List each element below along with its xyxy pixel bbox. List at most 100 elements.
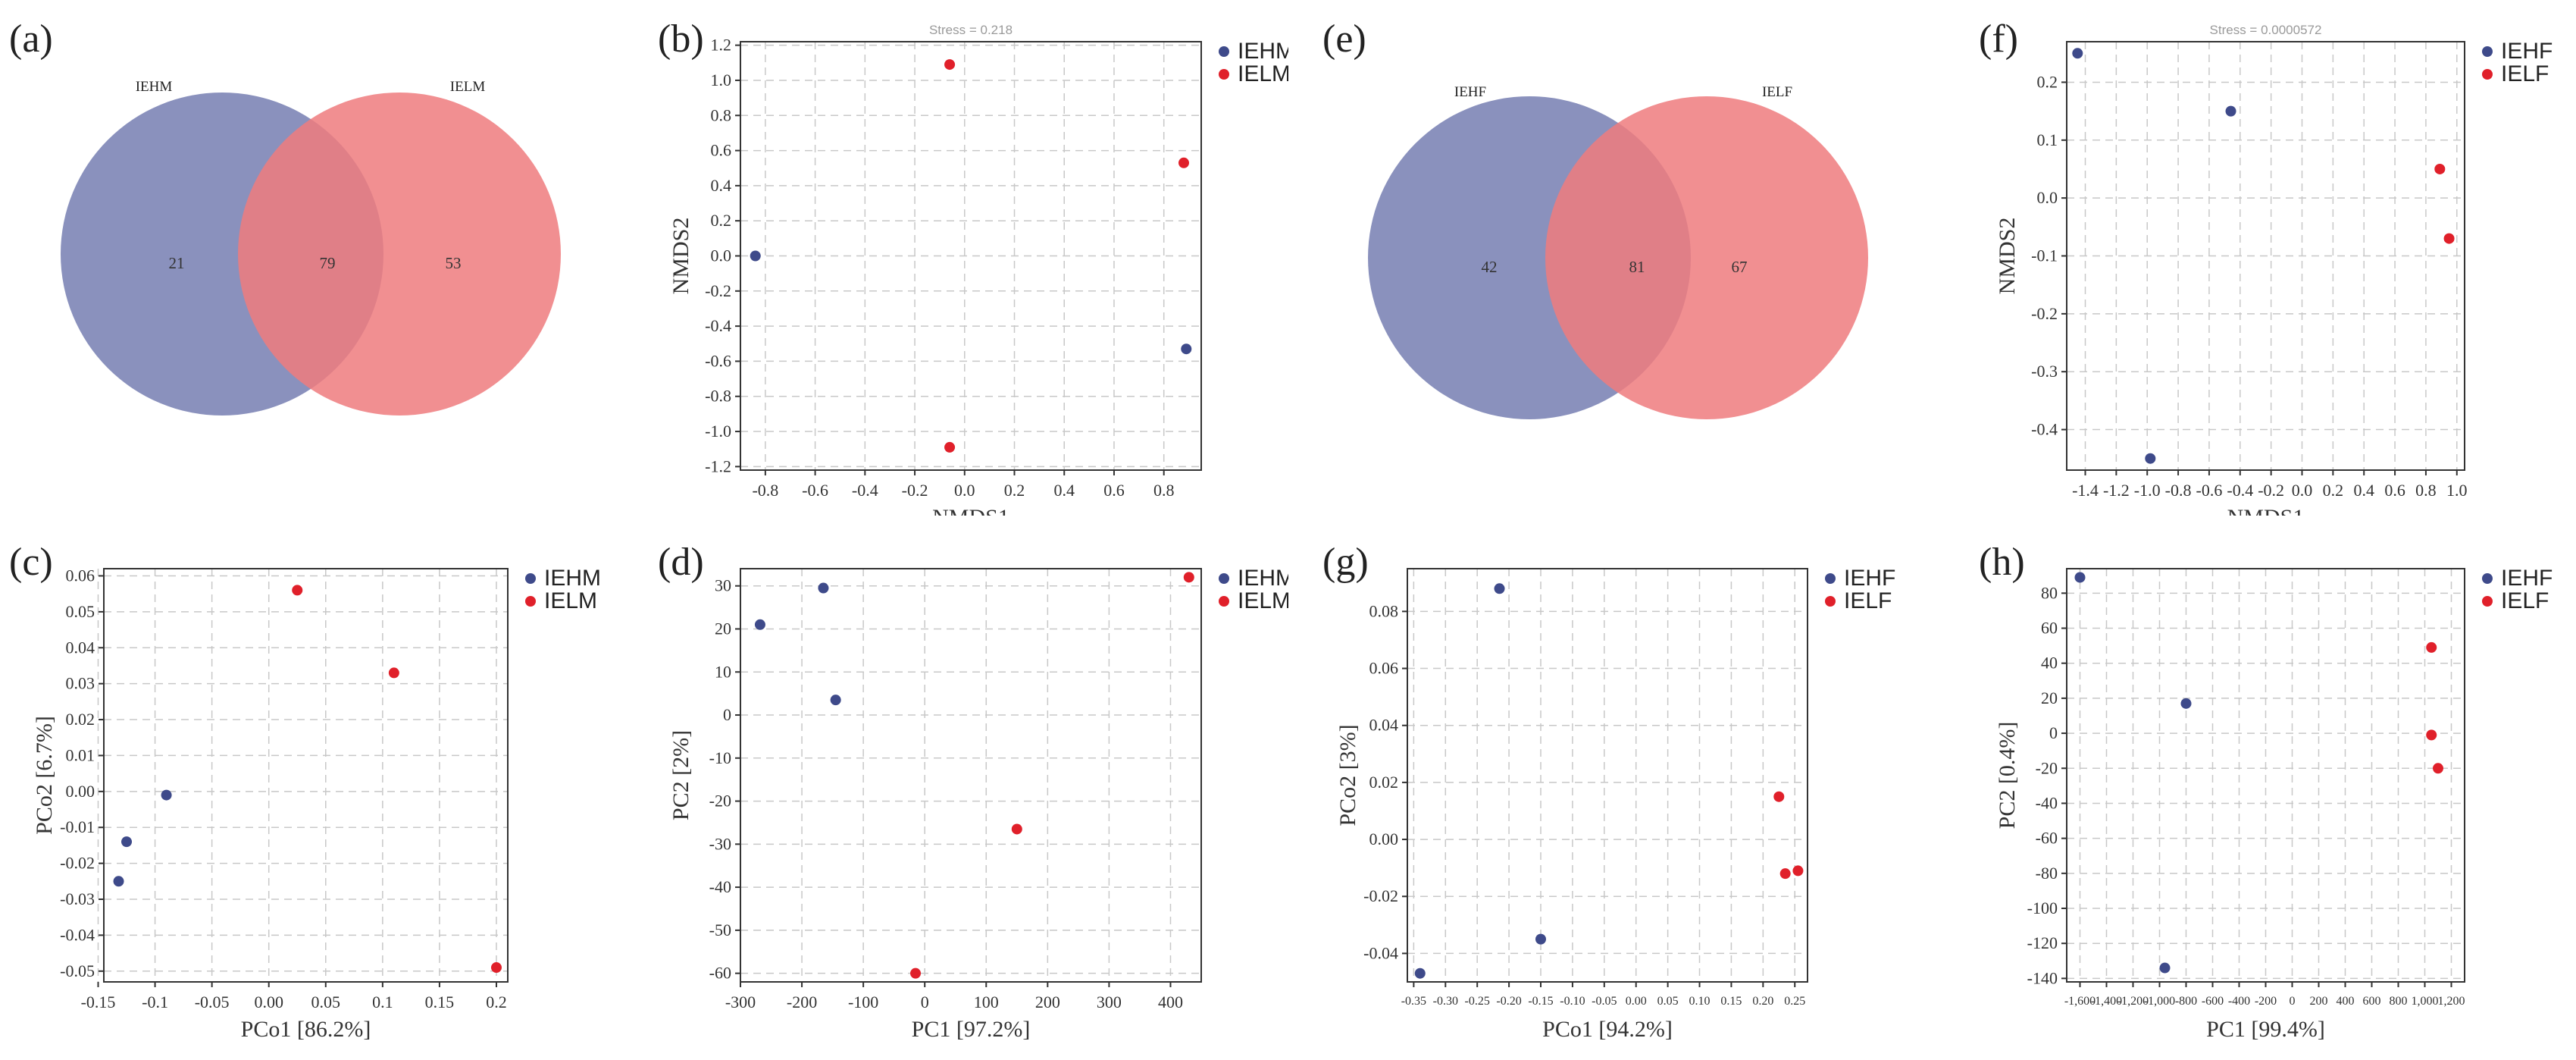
grid [740, 569, 1201, 982]
y-tick-label: -40 [709, 877, 731, 896]
data-point-ielm [944, 59, 956, 71]
legend-label-iehm: IEHM [544, 566, 601, 591]
y-tick-label: 0.8 [711, 105, 732, 124]
legend-label-iehm: IEHM [1238, 566, 1288, 591]
x-tick-label: 0.4 [2353, 481, 2374, 500]
venn-set-label-right: IELF [1762, 84, 1792, 100]
venn-set-label-left: IEHF [1454, 84, 1486, 100]
panel-label-d: (d) [658, 541, 704, 584]
y-tick-label: 0 [723, 705, 731, 724]
y-tick-label: 0.03 [66, 674, 95, 693]
scatter-plot-c: -0.15 -0.1 -0.05 0.00 0.05 0.1 0.15 0.2 -0.05 -0.… [32, 566, 601, 1042]
panel-label-b: (b) [658, 17, 704, 61]
x-tick-label: 200 [2310, 995, 2328, 1008]
y-tick-label: -0.04 [60, 925, 95, 944]
y-tick-label: -0.02 [60, 854, 95, 873]
x-tick-label: -0.05 [1592, 995, 1617, 1008]
x-tick-label: 0.8 [2415, 481, 2437, 500]
y-tick-label: 0.01 [66, 745, 95, 764]
x-tick-label: 0.00 [1626, 995, 1647, 1008]
legend-label-ielf: IELF [2501, 588, 2549, 613]
data-point-ielf [2426, 641, 2437, 653]
data-point-iehf [2145, 453, 2156, 464]
x-tick-label: -0.25 [1465, 995, 1490, 1008]
x-tick-label: -0.6 [2196, 481, 2223, 500]
y-tick-label: 0.6 [711, 141, 732, 160]
data-point-ielf [2433, 763, 2443, 774]
data-point-ielf [2443, 233, 2455, 244]
stress-label: Stress = 0.0000572 [2210, 23, 2322, 37]
x-tick-label: -100 [848, 993, 878, 1011]
data-point-iehm [113, 876, 124, 887]
x-tick-label: 0.6 [2384, 481, 2405, 500]
x-tick-label: 0.0 [2292, 481, 2313, 500]
x-tick-label: 0 [921, 993, 929, 1011]
data-point-iehf [1535, 933, 1546, 945]
y-tick-label: 0.4 [711, 176, 732, 195]
x-axis-title: PC1 [97.2%] [912, 1017, 1031, 1042]
x-axis-title: NMDS1 [932, 505, 1009, 516]
legend-marker-ielm [1219, 69, 1229, 80]
y-tick-label: 0.05 [66, 602, 95, 621]
y-axis-title: PCo2 [3%] [1335, 724, 1360, 826]
y-tick-label: 0.08 [1369, 601, 1399, 620]
x-tick-label: -0.6 [802, 481, 828, 500]
x-tick-label: 1,000 [2412, 995, 2439, 1008]
y-tick-label: 1.0 [711, 71, 732, 89]
y-tick-label: -0.03 [60, 889, 95, 908]
legend-marker-iehf [1825, 573, 1836, 584]
y-tick-label: -0.02 [1363, 886, 1398, 905]
y-tick-label: -20 [709, 792, 731, 811]
x-tick-label: -1.2 [2103, 481, 2130, 500]
legend-label-ielm: IELM [1238, 588, 1288, 613]
x-tick-label: 600 [2363, 995, 2381, 1008]
x-tick-label: 0.2 [486, 993, 507, 1011]
data-point-iehm [1181, 343, 1192, 355]
y-tick-label: 0.00 [66, 782, 95, 801]
y-tick-label: -0.3 [2031, 362, 2058, 381]
grid [2067, 569, 2465, 982]
x-tick-label: -0.10 [1560, 995, 1585, 1008]
legend-label-ielf: IELF [2501, 61, 2549, 86]
data-point-ielf [1792, 865, 1804, 877]
x-axis-title: NMDS1 [2227, 505, 2305, 516]
legend-marker-iehf [2482, 46, 2493, 57]
x-tick-label: -1,000 [2144, 995, 2175, 1008]
x-tick-label: 100 [974, 993, 999, 1011]
x-tick-label: 0.00 [254, 993, 283, 1011]
legend-marker-iehm [1219, 46, 1229, 57]
data-point-ielm [1183, 572, 1194, 583]
data-point-ielm [292, 585, 303, 596]
y-tick-label: -0.1 [2031, 246, 2058, 265]
x-tick-label: 0.4 [1053, 481, 1075, 500]
y-axis-title: NMDS2 [1995, 218, 2020, 295]
panel-label-e: (e) [1322, 17, 1366, 61]
y-tick-label: 60 [2041, 619, 2058, 638]
data-point-ielm [388, 667, 399, 679]
x-tick-label: -400 [2228, 995, 2250, 1008]
data-point-iehf [2159, 962, 2171, 974]
y-tick-label: -0.05 [60, 961, 95, 980]
legend-marker-ielf [1825, 596, 1836, 607]
scatter-plot-d: -300 -200 -100 0 100 200 300 400-60-50-40-30-20… [668, 566, 1288, 1042]
y-tick-label: -0.04 [1363, 943, 1398, 962]
x-axis-title: PC1 [99.4%] [2206, 1017, 2325, 1042]
y-tick-label: -20 [2036, 758, 2058, 777]
venn-count-both: 81 [1629, 258, 1645, 276]
y-tick-label: 0.00 [1369, 829, 1399, 848]
x-tick-label: 0.10 [1689, 995, 1711, 1008]
legend-marker-ielf [2482, 596, 2493, 607]
y-tick-label: -80 [2036, 864, 2058, 883]
y-tick-label: 0.0 [2037, 188, 2058, 207]
venn-diagram-a: IEHM IELM 21 79 53 [61, 79, 561, 416]
venn-count-right: 53 [446, 254, 462, 272]
x-tick-label: -0.35 [1401, 995, 1426, 1008]
plot-frame [1407, 568, 1808, 983]
data-point-iehm [161, 789, 172, 801]
x-tick-label: 1.0 [2446, 481, 2468, 500]
legend-marker-iehf [2482, 573, 2493, 584]
venn-set-label-left: IEHM [136, 79, 173, 95]
grid [2067, 42, 2465, 470]
legend-marker-ielm [525, 596, 536, 607]
x-tick-label: 0.15 [1720, 995, 1742, 1008]
